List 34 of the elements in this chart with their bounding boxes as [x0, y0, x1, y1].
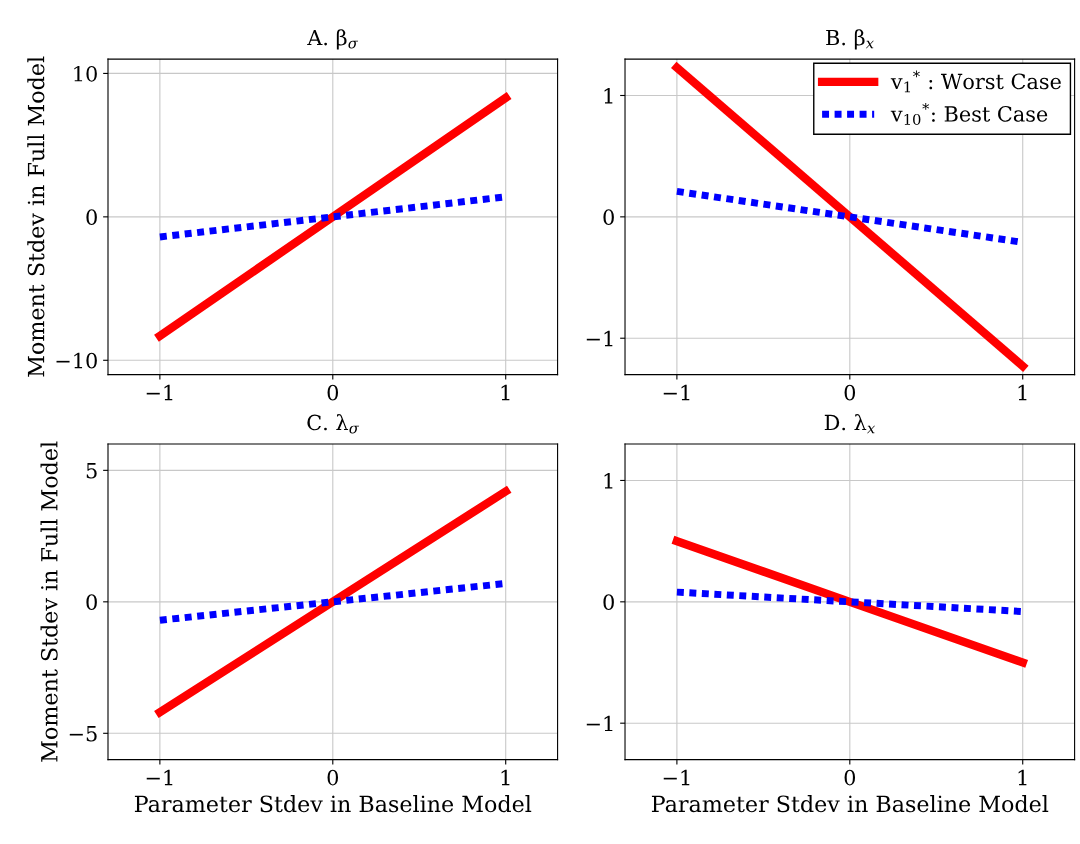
x-tick-label: 0 [844, 769, 856, 786]
x-axis-title: Parameter Stdev in Baseline Model [651, 795, 1049, 813]
legend-label: v$_{1}$$^{*}$ : Worst Case [890, 70, 1061, 93]
y-tick-label: 1 [604, 87, 613, 104]
chart-title: C. λ$_{σ}$ [307, 414, 360, 434]
x-tick-label: 1 [1018, 769, 1027, 786]
x-tick-label: 1 [501, 384, 510, 401]
y-tick-label: −10 [56, 352, 97, 369]
y-tick-label: 0 [86, 209, 97, 226]
x-tick-label: 0 [327, 384, 339, 401]
y-tick-label: 5 [86, 463, 97, 479]
chart-title: D. λ$_{x}$ [824, 414, 876, 434]
y-tick-label: 1 [604, 472, 613, 489]
y-axis-title: Moment Stdev in Full Model [27, 56, 45, 377]
chart-title: B. β$_{x}$ [826, 29, 874, 50]
x-axis-title: Parameter Stdev in Baseline Model [134, 795, 532, 813]
x-tick-label: 0 [844, 384, 856, 401]
x-tick-label: −1 [146, 384, 173, 401]
legend-label: v$_{10}$$^{*}$: Best Case [890, 103, 1048, 125]
x-tick-label: 0 [327, 769, 339, 786]
y-tick-label: −1 [586, 330, 613, 347]
y-tick-label: 0 [603, 594, 614, 611]
x-tick-label: 1 [501, 769, 510, 786]
y-tick-label: 0 [603, 209, 614, 226]
y-tick-label: −1 [586, 715, 613, 732]
x-tick-label: −1 [663, 384, 690, 401]
x-tick-label: −1 [663, 769, 690, 786]
x-tick-label: −1 [146, 769, 173, 786]
chart-title: A. β$_{σ}$ [307, 29, 359, 50]
y-tick-label: 10 [74, 65, 97, 82]
y-axis-title: Moment Stdev in Full Model [40, 441, 58, 762]
y-tick-label: −5 [69, 726, 97, 742]
x-tick-label: 1 [1018, 384, 1027, 401]
y-tick-label: 0 [86, 594, 97, 611]
